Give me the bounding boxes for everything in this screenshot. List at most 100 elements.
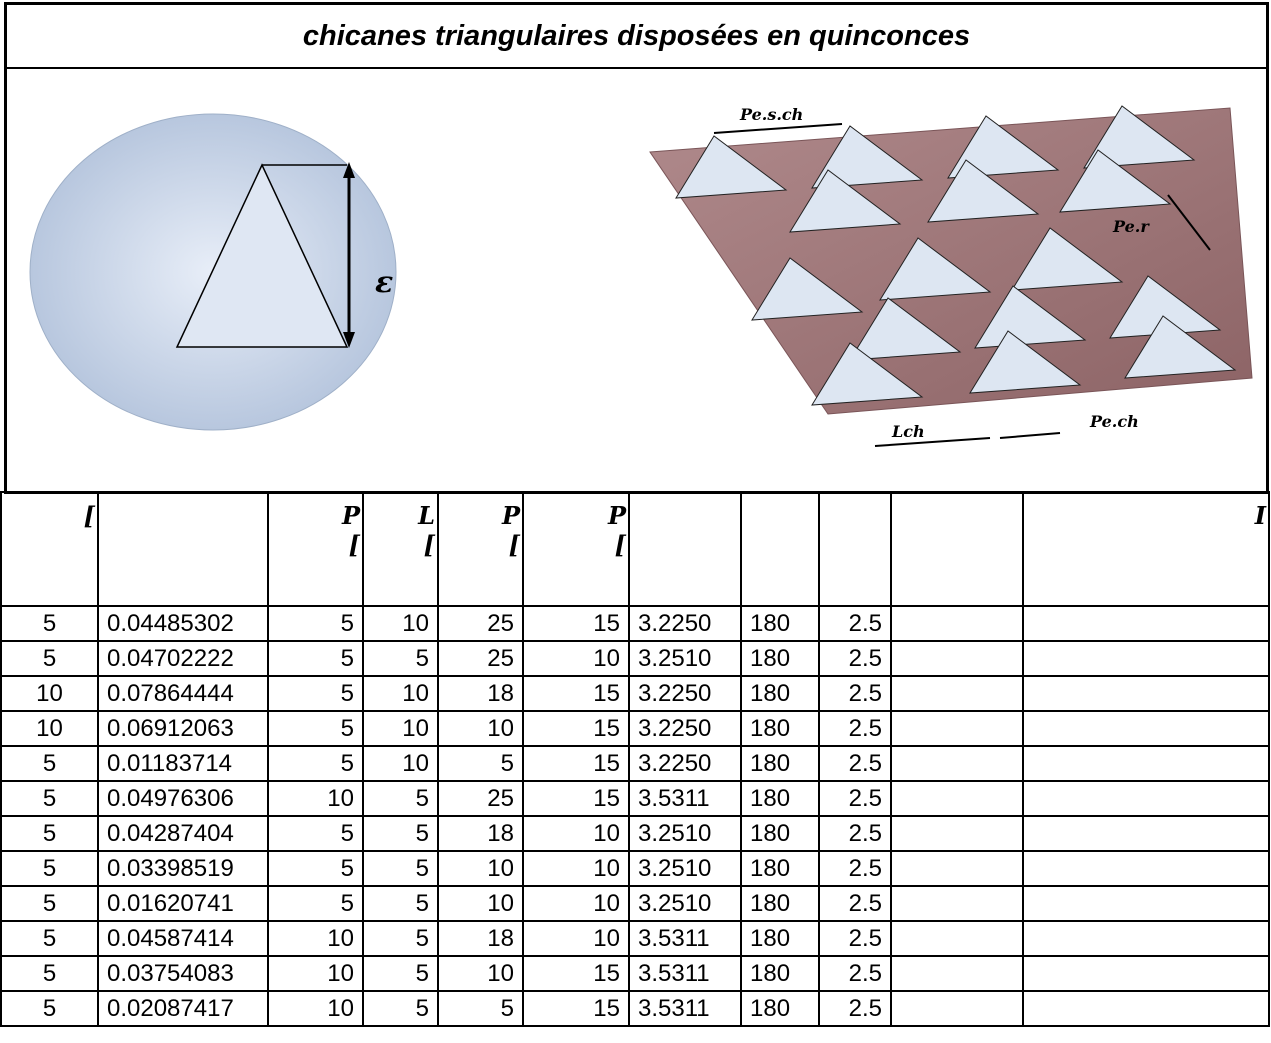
cell: 0.04587414 (97, 920, 269, 957)
cell: 5 (362, 920, 439, 957)
baffles (675, 105, 1237, 406)
cell: 0.04287404 (97, 815, 269, 852)
cell: 15 (522, 990, 630, 1027)
data-row: 5 0.04287404 5 5 18 10 3.2510 180 2.5 (0, 815, 1270, 852)
cell (1022, 675, 1270, 712)
header-fragment: L (418, 501, 435, 530)
header-cell (818, 491, 892, 607)
cell (1022, 780, 1270, 817)
header-row: [P[L[P[P[I (0, 491, 1270, 607)
cell (890, 605, 1024, 642)
cell: 2.5 (818, 850, 892, 887)
cell: 10 (267, 955, 364, 992)
header-fragment: P (607, 501, 626, 530)
cell: 5 (267, 850, 364, 887)
cell: 5 (362, 955, 439, 992)
baffle (879, 237, 992, 301)
cell: 0.03754083 (97, 955, 269, 992)
arrow (1167, 194, 1211, 251)
cell: 15 (522, 605, 630, 642)
cell: 18 (437, 920, 524, 957)
cell: 3.2510 (628, 815, 742, 852)
pitch-row-label: Pe.r (1112, 217, 1150, 236)
cell: 10 (362, 605, 439, 642)
cell: 10 (362, 745, 439, 782)
cell: 5 (362, 990, 439, 1027)
cell: 3.2250 (628, 710, 742, 747)
cell: 180 (740, 675, 820, 712)
cell: 15 (522, 675, 630, 712)
cell: 5 (0, 640, 99, 677)
cell: 25 (437, 605, 524, 642)
header-fragment: [ (423, 530, 435, 559)
arrowhead (343, 332, 355, 348)
header-fragment: [ (83, 501, 95, 530)
cell: 180 (740, 885, 820, 922)
baffle (849, 297, 962, 361)
cell (890, 710, 1024, 747)
header-cell (628, 491, 742, 607)
cell (890, 675, 1024, 712)
data-row: 10 0.06912063 5 10 10 15 3.2250 180 2.5 (0, 710, 1270, 747)
data-row: 5 0.02087417 10 5 5 15 3.5311 180 2.5 (0, 990, 1270, 1027)
cell: 180 (740, 780, 820, 817)
cell: 5 (362, 780, 439, 817)
cell: 180 (740, 745, 820, 782)
cell (890, 640, 1024, 677)
cell: 10 (522, 640, 630, 677)
data-row: 5 0.03754083 10 5 10 15 3.5311 180 2.5 (0, 955, 1270, 992)
cell: 5 (0, 815, 99, 852)
header-cell: P[ (437, 491, 524, 607)
cell (1022, 815, 1270, 852)
cell: 5 (0, 885, 99, 922)
cell: 180 (740, 955, 820, 992)
cell (890, 815, 1024, 852)
pitch-label: Pe.ch (1089, 412, 1139, 431)
header-cell: [ (0, 491, 99, 607)
cell: 2.5 (818, 605, 892, 642)
cell: 2.5 (818, 640, 892, 677)
cell: 3.2510 (628, 640, 742, 677)
cell: 10 (522, 815, 630, 852)
cell: 5 (0, 920, 99, 957)
cell: 5 (362, 640, 439, 677)
data-row: 5 0.04976306 10 5 25 15 3.5311 180 2.5 (0, 780, 1270, 817)
header-fragment: [ (614, 530, 626, 559)
cell: 2.5 (818, 990, 892, 1027)
table: [P[L[P[P[I 5 0.04485302 5 10 25 15 3.2250 180 2.5… (0, 491, 1270, 1027)
cell: 5 (437, 990, 524, 1027)
cell: 180 (740, 990, 820, 1027)
cell: 2.5 (818, 815, 892, 852)
data-row: 5 0.04485302 5 10 25 15 3.2250 180 2.5 (0, 605, 1270, 642)
cell: 5 (0, 745, 99, 782)
cell: 5 (267, 745, 364, 782)
cell: 5 (0, 605, 99, 642)
cell (890, 780, 1024, 817)
cell: 15 (522, 955, 630, 992)
cell: 10 (267, 990, 364, 1027)
cell (890, 885, 1024, 922)
cell: 2.5 (818, 675, 892, 712)
baffle (751, 257, 864, 321)
cell (890, 990, 1024, 1027)
title: chicanes triangulaires disposées en quin… (7, 5, 1266, 69)
cell: 0.04702222 (97, 640, 269, 677)
cell: 10 (267, 780, 364, 817)
cell: 0.07864444 (97, 675, 269, 712)
cell: 0.01183714 (97, 745, 269, 782)
cell: 3.5311 (628, 990, 742, 1027)
data-row: 5 0.03398519 5 5 10 10 3.2510 180 2.5 (0, 850, 1270, 887)
cell: 0.02087417 (97, 990, 269, 1027)
baffle (675, 135, 788, 199)
pitch-span-label: Pe.s.ch (739, 105, 803, 124)
cell: 180 (740, 605, 820, 642)
cell: 3.5311 (628, 780, 742, 817)
cell (1022, 640, 1270, 677)
cell: 5 (362, 815, 439, 852)
cell: 25 (437, 780, 524, 817)
baffle (969, 330, 1082, 394)
cell (1022, 955, 1270, 992)
cell (1022, 885, 1270, 922)
cell: 3.2250 (628, 745, 742, 782)
